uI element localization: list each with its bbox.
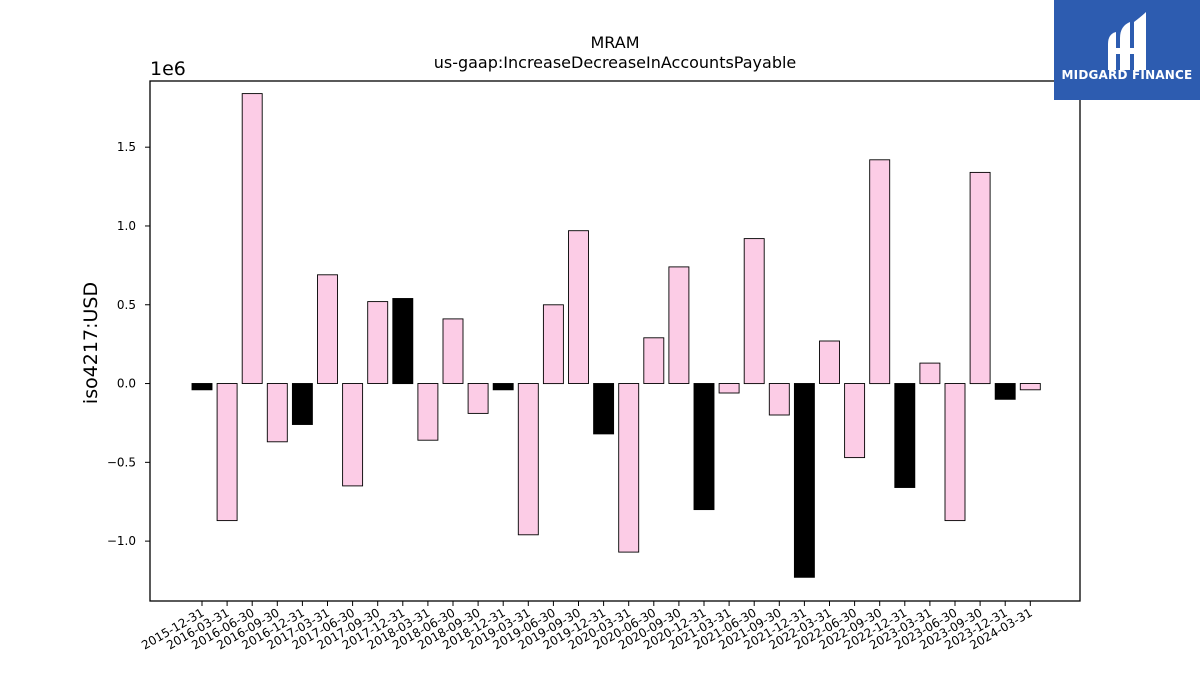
- y-tick-label: 0.5: [117, 298, 136, 312]
- y-tick-label: 1.5: [117, 140, 136, 154]
- bar-2023-06-30: [944, 383, 966, 522]
- bar-2023-12-31: [994, 383, 1016, 400]
- bar-2016-09-30: [266, 383, 288, 443]
- bar-2019-12-31: [593, 383, 615, 435]
- bar-2021-06-30: [743, 238, 765, 385]
- bar-2017-06-30: [342, 383, 364, 487]
- bar-2018-09-30: [467, 383, 489, 414]
- chart-subtitle: us-gaap:IncreaseDecreaseInAccountsPayabl…: [434, 53, 797, 72]
- y-axis-label: iso4217:USD: [80, 282, 102, 404]
- bar-2022-06-30: [844, 383, 866, 459]
- chart-title: MRAM: [590, 33, 639, 52]
- y-tick-label: −0.5: [107, 455, 136, 469]
- bar-2022-12-31: [894, 383, 916, 488]
- bar-2017-03-31: [317, 274, 338, 384]
- bar-2020-03-31: [618, 383, 640, 553]
- bar-2020-12-31: [693, 383, 715, 511]
- bar-2022-03-31: [819, 340, 840, 384]
- bar-2017-09-30: [367, 301, 389, 384]
- bar-2023-03-31: [919, 362, 941, 385]
- bar-2018-12-31: [492, 383, 514, 391]
- y-tick-label: −1.0: [107, 534, 136, 548]
- y-tick-label: 0.0: [117, 377, 136, 391]
- bar-2021-03-31: [718, 383, 740, 394]
- bar-2021-09-30: [768, 383, 790, 416]
- logo-mark-icon: [1108, 12, 1146, 70]
- bar-2022-09-30: [869, 159, 891, 385]
- y-axis-offset-label: 1e6: [150, 58, 186, 80]
- bar-2015-12-31: [191, 383, 213, 391]
- bar-2016-06-30: [241, 93, 263, 384]
- company-logo: MIDGARD FINANCE: [1054, 0, 1200, 100]
- bar-2016-03-31: [216, 383, 238, 522]
- logo-text: MIDGARD FINANCE: [1061, 68, 1193, 82]
- bar-2019-03-31: [517, 383, 539, 536]
- plot-frame: [149, 80, 1081, 602]
- bar-2019-06-30: [542, 304, 564, 385]
- bar-2020-09-30: [668, 266, 690, 384]
- bar-2017-12-31: [392, 298, 414, 385]
- bar-2016-12-31: [291, 383, 313, 425]
- x-axis-ticks: 2015-12-312016-03-312016-06-302016-09-30…: [139, 601, 1035, 652]
- bar-2020-06-30: [643, 337, 665, 384]
- bar-2021-12-31: [793, 383, 815, 578]
- y-axis-ticks: −1.0 −0.5 0.0 0.5 1.0 1.5: [107, 140, 150, 548]
- bar-2018-03-31: [417, 383, 439, 441]
- bar-2019-09-30: [568, 230, 589, 384]
- bars-group: [191, 93, 1041, 578]
- bar-2018-06-30: [442, 318, 464, 384]
- bar-2024-03-31: [1019, 383, 1041, 391]
- y-tick-label: 1.0: [117, 219, 136, 233]
- bar-2023-09-30: [969, 171, 991, 385]
